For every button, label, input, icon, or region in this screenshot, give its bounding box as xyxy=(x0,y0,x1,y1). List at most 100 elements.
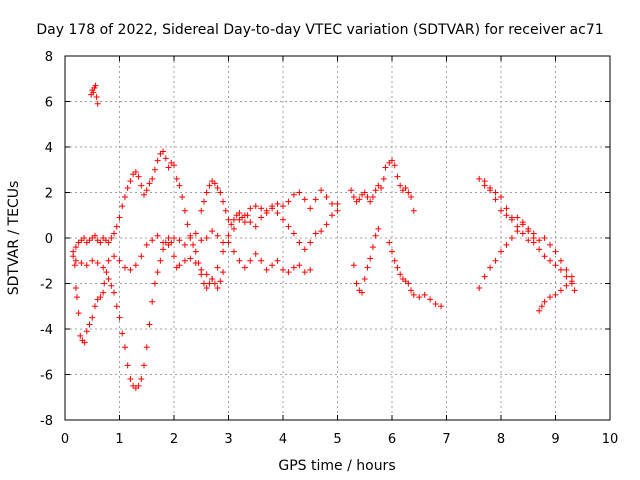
data-point xyxy=(547,241,554,248)
data-point xyxy=(364,264,371,271)
data-point xyxy=(90,89,97,96)
data-point xyxy=(209,275,216,282)
data-point xyxy=(71,262,78,269)
data-point xyxy=(86,321,93,328)
data-point xyxy=(176,182,183,189)
data-point xyxy=(285,223,292,230)
data-point xyxy=(359,289,366,296)
series-segment-7.5-to-9.5h-ascending xyxy=(476,221,575,314)
data-point xyxy=(438,303,445,310)
data-point xyxy=(476,285,483,292)
x-axis: 0 1 2 3 4 5 6 7 8 9 10 xyxy=(61,56,618,447)
data-point xyxy=(171,253,177,260)
data-point xyxy=(179,194,186,201)
data-point xyxy=(563,266,570,273)
data-point xyxy=(394,264,401,271)
data-point xyxy=(214,184,221,191)
data-point xyxy=(405,189,412,196)
data-point xyxy=(274,200,281,207)
data-point xyxy=(154,232,161,239)
data-point xyxy=(525,237,532,244)
data-point xyxy=(143,344,150,351)
data-point xyxy=(356,196,363,203)
data-point xyxy=(151,166,158,173)
data-point xyxy=(290,191,297,198)
data-point xyxy=(101,280,108,287)
data-point xyxy=(146,321,153,328)
data-point xyxy=(149,175,156,182)
data-point xyxy=(225,216,232,223)
data-point xyxy=(552,262,559,269)
data-point xyxy=(348,187,355,194)
data-point xyxy=(236,257,243,264)
data-point xyxy=(236,209,243,216)
data-point xyxy=(481,178,488,185)
series-segment-7.5-to-9.5h-descending xyxy=(476,175,578,294)
data-point xyxy=(568,278,575,285)
y-axis: -8 -6 -4 -2 0 2 4 6 8 xyxy=(40,50,610,429)
x-tick-label: 0 xyxy=(61,432,69,447)
data-point xyxy=(181,207,188,214)
data-point xyxy=(77,332,84,339)
data-point xyxy=(154,157,161,164)
y-tick-label: -8 xyxy=(40,414,53,429)
data-point xyxy=(318,187,325,194)
data-point xyxy=(228,221,235,228)
data-point xyxy=(127,266,134,273)
data-point xyxy=(119,330,126,337)
data-point xyxy=(487,184,494,191)
x-tick-label: 3 xyxy=(224,432,232,447)
data-point xyxy=(149,237,156,244)
data-point xyxy=(318,228,325,235)
data-point xyxy=(530,230,537,237)
data-point xyxy=(247,219,254,226)
data-point xyxy=(503,241,510,248)
data-point xyxy=(408,194,415,201)
data-point xyxy=(369,244,376,251)
data-point xyxy=(151,280,158,287)
data-point xyxy=(97,294,104,301)
data-point xyxy=(176,237,183,244)
data-point xyxy=(73,294,80,301)
data-point xyxy=(203,235,210,241)
data-point xyxy=(108,235,115,241)
y-tick-label: 2 xyxy=(45,187,53,202)
y-tick-label: 4 xyxy=(45,141,53,156)
data-point xyxy=(127,376,134,383)
data-point xyxy=(503,205,510,212)
data-point xyxy=(220,269,227,276)
data-point xyxy=(375,225,382,232)
data-point xyxy=(280,266,286,273)
y-tick-label: 6 xyxy=(45,96,53,111)
data-point xyxy=(312,196,319,203)
data-point xyxy=(382,164,389,171)
data-point xyxy=(94,100,101,107)
data-point xyxy=(557,266,564,273)
data-point xyxy=(350,194,357,201)
data-point xyxy=(329,212,336,219)
data-point xyxy=(91,232,98,239)
data-point xyxy=(220,248,227,255)
data-point xyxy=(410,291,417,298)
data-point xyxy=(181,241,188,248)
data-point xyxy=(138,182,145,189)
data-point xyxy=(176,262,183,269)
data-point xyxy=(525,225,532,232)
data-point xyxy=(72,257,79,264)
y-axis-label: SDTVAR / TECUs xyxy=(6,181,22,296)
y-tick-label: -6 xyxy=(40,369,53,384)
data-point xyxy=(432,300,439,307)
data-point xyxy=(111,289,118,296)
data-point xyxy=(113,223,120,230)
data-point xyxy=(571,287,578,294)
data-point xyxy=(220,198,227,205)
data-point xyxy=(135,382,142,389)
data-point xyxy=(93,93,100,100)
data-point xyxy=(81,235,88,241)
data-point xyxy=(408,287,415,294)
data-point xyxy=(138,376,145,383)
data-point xyxy=(184,221,191,228)
data-point xyxy=(519,230,526,237)
data-point xyxy=(296,262,303,269)
data-point xyxy=(165,164,172,171)
